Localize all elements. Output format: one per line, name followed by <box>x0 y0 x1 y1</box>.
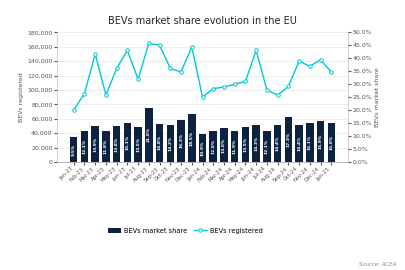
Bar <box>263 131 271 162</box>
Text: 15.1%: 15.1% <box>308 135 312 150</box>
Legend: BEVs market share, BEVs registered: BEVs market share, BEVs registered <box>105 225 265 237</box>
Text: 14.2%: 14.2% <box>168 136 172 151</box>
Bar <box>81 131 88 162</box>
Y-axis label: BEVs market share: BEVs market share <box>375 68 380 127</box>
Text: 13.5%: 13.5% <box>136 137 140 152</box>
Text: 17.3%: 17.3% <box>286 132 290 147</box>
Bar <box>306 123 313 162</box>
Bar <box>145 107 153 162</box>
Bar <box>285 117 292 162</box>
Bar <box>124 123 131 162</box>
Bar <box>134 127 142 162</box>
Bar <box>177 120 185 162</box>
Text: 12.1%: 12.1% <box>265 139 269 154</box>
Text: 18.5%: 18.5% <box>190 130 194 146</box>
Bar <box>156 124 163 162</box>
Text: 15.9%: 15.9% <box>319 134 322 149</box>
Text: 16.3%: 16.3% <box>179 133 183 148</box>
Bar <box>70 137 77 162</box>
Text: 15.0%: 15.0% <box>329 135 333 150</box>
Bar <box>328 123 335 162</box>
Bar <box>102 131 110 162</box>
Text: 14.4%: 14.4% <box>297 136 301 151</box>
Bar <box>199 134 206 162</box>
Text: 14.3%: 14.3% <box>254 136 258 151</box>
Bar <box>295 125 303 162</box>
Y-axis label: BEVs registered: BEVs registered <box>19 72 24 122</box>
Bar <box>166 125 174 162</box>
Bar <box>188 114 196 162</box>
Text: 9.5%: 9.5% <box>72 144 76 156</box>
Text: 11.9%: 11.9% <box>233 139 237 154</box>
Text: 13.9%: 13.9% <box>93 136 97 152</box>
Text: 14.8%: 14.8% <box>158 135 162 150</box>
Text: 21.0%: 21.0% <box>147 127 151 142</box>
Text: 14.4%: 14.4% <box>276 136 279 151</box>
Text: 13.8%: 13.8% <box>115 137 119 152</box>
Bar <box>113 126 120 162</box>
Bar <box>92 126 99 162</box>
Text: 13.5%: 13.5% <box>243 137 247 152</box>
Text: 11.8%: 11.8% <box>104 139 108 154</box>
Bar <box>231 131 239 162</box>
Bar <box>274 125 281 162</box>
Text: 12.1%: 12.1% <box>83 139 86 154</box>
Bar <box>242 127 249 162</box>
Bar <box>209 131 217 162</box>
Title: BEVs market share evolution in the EU: BEVs market share evolution in the EU <box>108 16 297 26</box>
Bar <box>317 121 324 162</box>
Bar <box>220 128 228 162</box>
Bar <box>252 125 260 162</box>
Text: 10.9%: 10.9% <box>200 140 205 156</box>
Text: Source: ACEA: Source: ACEA <box>359 262 397 267</box>
Text: 12.0%: 12.0% <box>211 139 215 154</box>
Text: 15.1%: 15.1% <box>126 135 129 150</box>
Text: 13.0%: 13.0% <box>222 137 226 153</box>
